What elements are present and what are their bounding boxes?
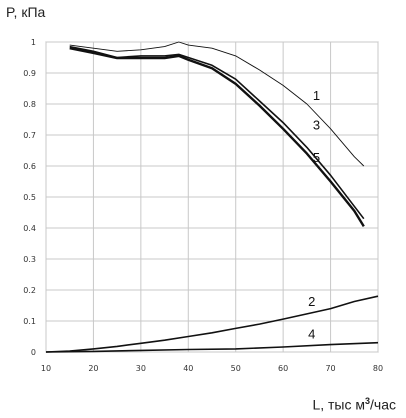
y-tick-label: 0 [31, 348, 36, 357]
y-tick-label: 0.2 [23, 286, 36, 295]
x-tick-label: 40 [183, 364, 193, 373]
x-tick-label: 70 [325, 364, 335, 373]
y-tick-label: 0.7 [23, 131, 36, 140]
x-axis-label-main: L, тыс м [312, 396, 365, 413]
x-tick-label: 10 [41, 364, 51, 373]
series-line-1 [69, 41, 365, 167]
x-axis-label-sup: 3 [365, 396, 371, 406]
series-line-4 [45, 341, 379, 353]
x-tick-label: 80 [373, 364, 383, 373]
series-label-1: 1 [313, 88, 320, 103]
x-tick-label: 60 [278, 364, 288, 373]
y-tick-label: 0.8 [23, 100, 36, 109]
x-tick-label: 30 [136, 364, 146, 373]
x-axis-label-tail: /час [370, 396, 396, 413]
y-tick-label: 0.9 [23, 69, 36, 78]
y-tick-label: 1 [31, 38, 36, 47]
series-label-3: 3 [313, 117, 320, 132]
series-line-5 [69, 47, 365, 228]
series-label-2: 2 [308, 294, 315, 309]
y-tick-label: 0.5 [23, 193, 36, 202]
x-tick-label: 50 [231, 364, 241, 373]
y-tick-label: 0.3 [23, 255, 36, 264]
x-axis-label: L, тыс м3/час [312, 396, 396, 413]
series-label-5: 5 [313, 150, 320, 165]
series-label-4: 4 [308, 327, 315, 342]
series-line-2 [45, 295, 379, 353]
x-tick-label: 20 [88, 364, 98, 373]
y-tick-label: 0.1 [23, 317, 36, 326]
y-axis-label: P, кПа [6, 4, 46, 20]
y-tick-label: 0.6 [23, 162, 36, 171]
y-tick-label: 0.4 [23, 224, 36, 233]
